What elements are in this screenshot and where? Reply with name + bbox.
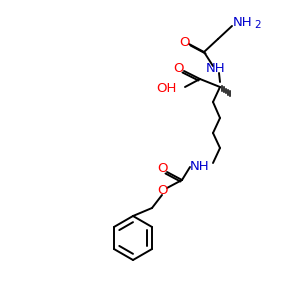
Text: OH: OH	[157, 82, 177, 94]
Text: NH: NH	[233, 16, 253, 28]
Text: O: O	[157, 163, 167, 176]
Text: 2: 2	[254, 20, 261, 30]
Text: O: O	[157, 184, 167, 197]
Text: O: O	[174, 62, 184, 76]
Text: NH: NH	[190, 160, 210, 173]
Text: O: O	[179, 35, 189, 49]
Text: NH: NH	[206, 62, 226, 76]
